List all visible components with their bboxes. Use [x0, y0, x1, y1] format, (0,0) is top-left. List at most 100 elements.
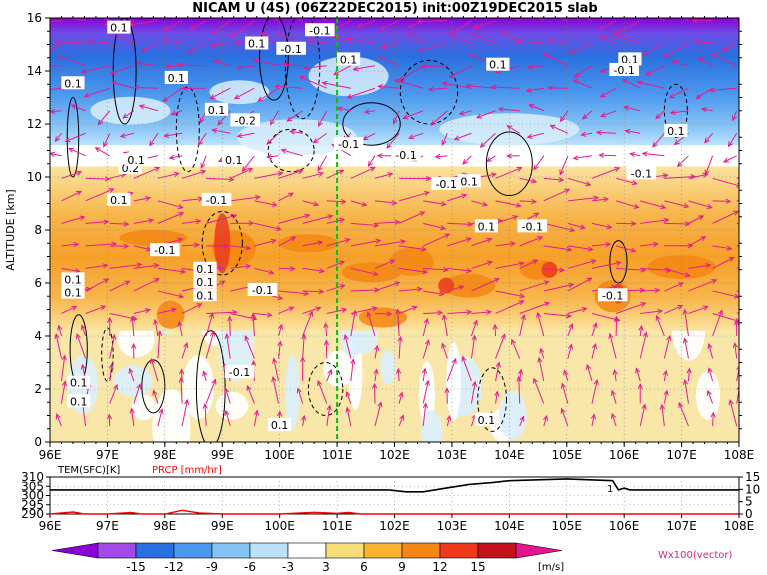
contour-label: -0.1 [391, 147, 421, 162]
wind-vector [50, 20, 62, 22]
wind-vector [640, 241, 659, 248]
field-patch [215, 391, 249, 420]
wind-vector [470, 380, 478, 404]
contour-label: -0.1 [224, 365, 255, 379]
wind-vector [567, 307, 588, 314]
wind-vector [422, 339, 430, 359]
wind-vector [302, 267, 326, 274]
upper-calm-patches [90, 56, 580, 156]
wind-vector [542, 414, 549, 427]
wind-vector [67, 147, 86, 157]
wind-vector [326, 284, 346, 292]
wind-vector [408, 132, 424, 140]
wind-vector [528, 104, 544, 112]
wind-vector [441, 342, 448, 359]
wind-vector [272, 18, 279, 22]
wind-vector [326, 217, 346, 224]
wind-vector [598, 152, 617, 158]
wind-vector [182, 242, 201, 248]
field-patch [209, 80, 270, 105]
wind-vector [302, 288, 325, 295]
wind-vector [320, 18, 327, 22]
wind-vector [278, 266, 296, 272]
contour-line [175, 86, 200, 173]
x-tick-label: 106E [609, 448, 640, 462]
wind-vector [446, 357, 457, 382]
wind-vector [395, 308, 401, 337]
surface-left-tick-label: 290 [21, 507, 44, 521]
wind-vector [57, 54, 86, 67]
wind-vector [302, 200, 320, 207]
wind-vector [495, 261, 525, 269]
wind-vector [710, 53, 737, 67]
wind-vector [61, 215, 86, 224]
wind-vector [302, 214, 334, 224]
svg-text:0.1: 0.1 [110, 22, 128, 35]
wind-vector [519, 259, 539, 269]
svg-text:-0.1: -0.1 [631, 167, 652, 180]
contour-line [101, 327, 114, 382]
wind-vector [640, 200, 667, 210]
wind-vector [50, 87, 62, 91]
wind-vector [471, 200, 489, 207]
chart-title: NICAM U (4S) (06Z22DEC2015) init:00Z19DE… [192, 1, 597, 16]
wind-vector [278, 290, 310, 297]
svg-text:0.1: 0.1 [64, 287, 82, 300]
contour-line [485, 131, 533, 197]
wind-vector [591, 379, 599, 404]
wind-vector [230, 245, 252, 251]
x-tick-label: 98E [153, 448, 176, 462]
wind-vector [363, 109, 376, 115]
wind-vector [608, 332, 617, 359]
wind-vector [250, 312, 256, 337]
wind-vector [591, 342, 598, 359]
svg-text:0.1: 0.1 [460, 175, 478, 188]
wind-vector [372, 382, 378, 404]
x-tick-label: 99E [211, 448, 234, 462]
wind-vector [141, 42, 159, 53]
wind-vector [471, 278, 500, 292]
wind-vector [54, 132, 62, 143]
x-tick-label: 102E [379, 448, 410, 462]
wind-vector [133, 263, 160, 269]
surface-left-tick-label: 300 [21, 489, 44, 503]
wind-vector [109, 383, 118, 404]
wind-vector [181, 169, 207, 179]
wind-vector [639, 331, 648, 359]
contour-labels: 0.1 -0.10.1 -0.10.1 0.1 0.1-0.10.10.10.1-0.2… [61, 20, 688, 432]
wind-vector [616, 221, 637, 227]
colorbar-tick-label: 15 [470, 560, 485, 574]
svg-text:0.1: 0.1 [196, 276, 214, 289]
wind-vector [733, 319, 739, 337]
svg-text:0.1: 0.1 [110, 194, 128, 207]
wind-vector [637, 383, 643, 404]
wind-vector [269, 110, 279, 126]
wind-vector [736, 385, 739, 404]
wind-vector [296, 387, 304, 404]
y-tick-label: 2 [34, 382, 42, 396]
wind-vector [302, 310, 314, 337]
wind-vector [731, 18, 737, 22]
wind-vector [323, 322, 329, 337]
wind-vector [109, 221, 130, 227]
contour-label: -0.1 [626, 166, 657, 180]
wind-vector [642, 42, 665, 56]
wind-vector [519, 236, 544, 247]
wind-vector [119, 132, 134, 139]
contour-label: 0.1 [107, 20, 131, 35]
surface-right-tick-label: 5 [745, 495, 753, 509]
contour-line [477, 367, 507, 432]
wind-vector [573, 65, 593, 78]
wind-vector [376, 55, 400, 67]
colorbar-swatch [287, 542, 327, 559]
wind-vector [640, 287, 661, 294]
wind-vector [670, 59, 689, 67]
y-tick-label: 12 [27, 117, 42, 131]
wind-vector [236, 132, 255, 139]
wind-vector [567, 259, 597, 269]
wind-vector [210, 20, 231, 34]
wind-vector [131, 342, 137, 359]
field-patch [131, 394, 157, 421]
wind-vector [639, 403, 647, 427]
